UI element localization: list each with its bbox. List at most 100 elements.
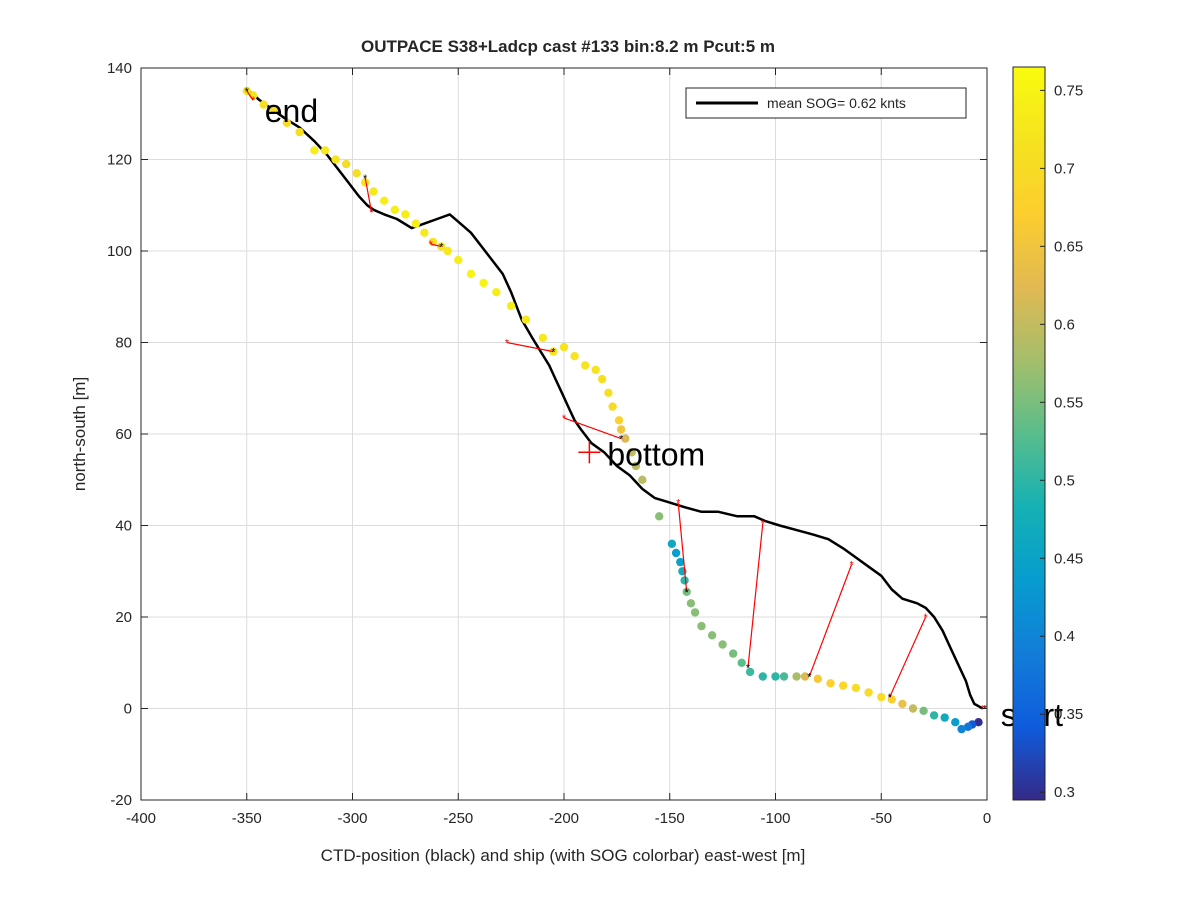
y-tick-label: 120 bbox=[107, 152, 132, 169]
x-tick-label: -300 bbox=[337, 810, 367, 827]
annotation-layer: endbottomstart bbox=[265, 93, 1063, 733]
ship-sog-point bbox=[638, 475, 647, 484]
y-tick-label: 0 bbox=[124, 701, 132, 718]
ship-sog-point bbox=[887, 695, 896, 704]
x-tick-label: -100 bbox=[760, 810, 790, 827]
ship-ctd-connector bbox=[677, 502, 688, 592]
ship-sog-point bbox=[974, 718, 983, 727]
x-tick-label: -400 bbox=[126, 810, 156, 827]
ship-sog-point bbox=[737, 658, 746, 667]
colorbar-tick-label: 0.35 bbox=[1054, 706, 1083, 723]
ctd-position-marker: * bbox=[981, 704, 986, 716]
ship-ctd-connector bbox=[747, 523, 764, 668]
ship-sog-point bbox=[420, 228, 429, 237]
ship-sog-point bbox=[538, 333, 547, 343]
ship-sog-point bbox=[676, 557, 685, 567]
x-axis-label: CTD-position (black) and ship (with SOG … bbox=[321, 846, 806, 865]
ship-position-marker: * bbox=[439, 241, 444, 253]
ship-sog-point bbox=[686, 599, 696, 608]
ctd-position-marker: * bbox=[849, 559, 854, 571]
colorbar: 0.3 0.35 0.4 0.45 0.5 0.55 0.6 0.65 0.7 0.75 bbox=[1012, 66, 1083, 801]
ship-position-marker: * bbox=[983, 704, 988, 716]
ship-sog-point bbox=[259, 100, 268, 109]
annotation-end: end bbox=[265, 93, 318, 129]
ship-sog-point bbox=[771, 672, 780, 681]
colorbar-tick-label: 0.45 bbox=[1054, 550, 1083, 567]
ship-sog-point bbox=[779, 672, 789, 681]
ship-sog-point bbox=[506, 301, 516, 311]
legend-entry: mean SOG= 0.62 knts bbox=[767, 95, 906, 111]
ship-position-marker: * bbox=[807, 671, 812, 683]
ctd-position-marker: * bbox=[369, 207, 374, 219]
ship-sog-point bbox=[331, 155, 340, 164]
ship-sog-point bbox=[361, 178, 370, 187]
ship-sog-point bbox=[570, 352, 579, 361]
ship-sog-point bbox=[919, 706, 928, 715]
ship-sog-point bbox=[466, 269, 476, 279]
colorbar-tick-label: 0.55 bbox=[1054, 394, 1083, 411]
ship-sog-point bbox=[282, 118, 292, 128]
colorbar-tick-label: 0.4 bbox=[1054, 628, 1075, 645]
y-tick-label: 80 bbox=[115, 335, 132, 352]
ctd-position-marker: * bbox=[429, 239, 434, 251]
ship-sog-point bbox=[614, 416, 624, 425]
ship-sog-point bbox=[342, 159, 351, 169]
y-tick-label: -20 bbox=[110, 792, 132, 809]
ship-ctd-connector bbox=[808, 564, 853, 677]
ship-sog-point bbox=[621, 434, 630, 443]
ship-sog-point bbox=[826, 679, 835, 688]
ship-sog-point bbox=[940, 713, 949, 722]
ship-sog-point bbox=[800, 672, 810, 681]
legend: mean SOG= 0.62 knts bbox=[685, 87, 967, 119]
y-tick-label: 60 bbox=[115, 426, 132, 443]
x-tick-label: -150 bbox=[655, 810, 685, 827]
ship-sog-point bbox=[963, 722, 973, 731]
x-tick-label: -250 bbox=[443, 810, 473, 827]
colorbar-tick-label: 0.6 bbox=[1054, 316, 1075, 333]
ship-sog-point bbox=[707, 631, 717, 640]
colorbar-tick-label: 0.5 bbox=[1054, 472, 1075, 489]
ship-sog-point bbox=[608, 402, 617, 411]
ship-sog-point bbox=[655, 512, 664, 521]
ship-sog-point bbox=[581, 361, 590, 370]
ship-sog-point bbox=[631, 461, 641, 471]
grid bbox=[141, 68, 987, 800]
ship-ctd-connector bbox=[364, 177, 373, 213]
ship-sog-point bbox=[877, 692, 886, 702]
ship-ctd-connector bbox=[246, 90, 254, 101]
x-tick-label: -50 bbox=[870, 810, 892, 827]
ship-ctd-connector bbox=[889, 616, 927, 698]
ship-sog-point bbox=[792, 672, 801, 681]
ship-sog-point bbox=[697, 621, 706, 631]
ship-sog-point bbox=[352, 169, 361, 178]
ship-sog-point bbox=[758, 672, 767, 681]
ship-sog-point bbox=[295, 127, 304, 137]
ship-sog-point bbox=[411, 219, 421, 228]
connector-layer: ******************** bbox=[245, 86, 988, 716]
ship-position-marker: * bbox=[619, 434, 624, 446]
colorbar-tick-label: 0.7 bbox=[1054, 160, 1075, 177]
colorbar-tick-label: 0.3 bbox=[1054, 784, 1075, 801]
ship-position-marker: * bbox=[685, 587, 690, 599]
ship-sog-point bbox=[320, 146, 330, 155]
ship-sog-point bbox=[369, 187, 378, 196]
ctd-position-marker: * bbox=[505, 338, 510, 350]
ship-position-marker: * bbox=[363, 173, 368, 185]
ship-position-marker: * bbox=[245, 86, 250, 98]
colorbar-tick-label: 0.65 bbox=[1054, 238, 1083, 255]
ship-sog-point bbox=[492, 288, 501, 297]
ship-sog-point bbox=[680, 576, 689, 585]
ctd-position-marker: * bbox=[761, 518, 766, 530]
ship-sog-point bbox=[718, 640, 727, 649]
ship-sog-point bbox=[270, 105, 279, 114]
ship-sog-point bbox=[745, 667, 755, 677]
ctd-position-marker: * bbox=[562, 413, 567, 425]
ship-sog-point bbox=[839, 681, 848, 690]
ctd-position-marker: * bbox=[924, 612, 929, 624]
ship-sog-point bbox=[690, 608, 700, 617]
ship-sog-point bbox=[908, 704, 918, 713]
ship-ctd-connector bbox=[563, 417, 622, 440]
x-tick-label: 0 bbox=[983, 810, 991, 827]
x-axis-ticks: -400 -350 -300 -250 -200 -150 -100 -50 0 bbox=[126, 68, 991, 827]
y-tick-label: 20 bbox=[115, 609, 132, 626]
